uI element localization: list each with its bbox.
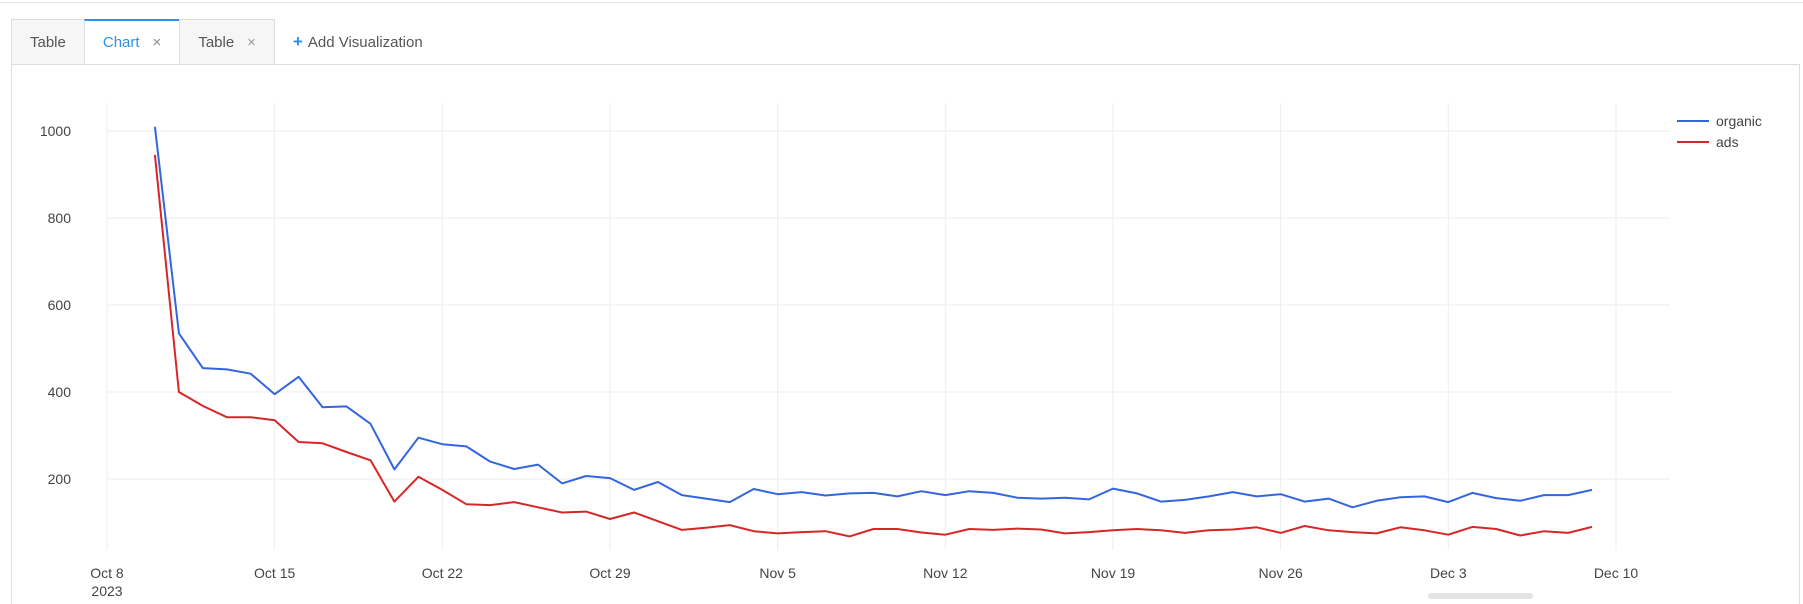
- x-tick-label: Oct 29: [589, 565, 630, 581]
- plus-icon: +: [292, 32, 303, 51]
- legend-label: ads: [1716, 133, 1739, 150]
- legend-swatch-ads: [1677, 140, 1709, 143]
- x-tick-label: Nov 19: [1091, 565, 1136, 581]
- tab-label: Chart: [102, 34, 140, 51]
- legend-label: organic: [1716, 112, 1762, 129]
- chart-legend: organic ads: [1677, 110, 1762, 152]
- legend-swatch-organic: [1677, 119, 1709, 122]
- visualization-panel: [11, 64, 1800, 604]
- x-tick-label: Oct 8: [90, 565, 124, 581]
- tab-label: Table: [198, 33, 235, 51]
- x-tick-label: Dec 3: [1430, 565, 1467, 581]
- y-tick-label: 1000: [40, 123, 71, 139]
- legend-item-organic[interactable]: organic: [1677, 110, 1762, 131]
- close-icon[interactable]: ×: [152, 34, 162, 51]
- legend-item-ads[interactable]: ads: [1677, 131, 1762, 152]
- x-tick-label: Oct 15: [254, 565, 295, 581]
- x-tick-label: Nov 5: [759, 565, 796, 581]
- tab-label: Table: [30, 33, 66, 51]
- y-tick-label: 200: [48, 471, 72, 487]
- add-visualization-button[interactable]: + Add Visualization: [275, 19, 441, 65]
- horizontal-scrollbar[interactable]: [1428, 593, 1533, 599]
- x-tick-label: Nov 12: [923, 565, 968, 581]
- x-year-label: 2023: [91, 583, 122, 598]
- top-divider: [0, 0, 1803, 3]
- y-tick-label: 800: [48, 210, 72, 226]
- close-icon[interactable]: ×: [247, 33, 256, 51]
- x-tick-label: Dec 10: [1594, 565, 1639, 581]
- series-line-ads: [153, 154, 1593, 538]
- x-tick-label: Nov 26: [1258, 565, 1303, 581]
- y-tick-label: 400: [48, 384, 72, 400]
- x-tick-label: Oct 22: [422, 565, 463, 581]
- add-visualization-label: Add Visualization: [307, 33, 423, 51]
- y-tick-label: 600: [48, 297, 72, 313]
- tab-table-1[interactable]: Table: [11, 19, 85, 65]
- series-line-organic: [153, 126, 1593, 509]
- visualization-tabs: Table Chart × Table × + Add Visualizatio…: [11, 19, 441, 65]
